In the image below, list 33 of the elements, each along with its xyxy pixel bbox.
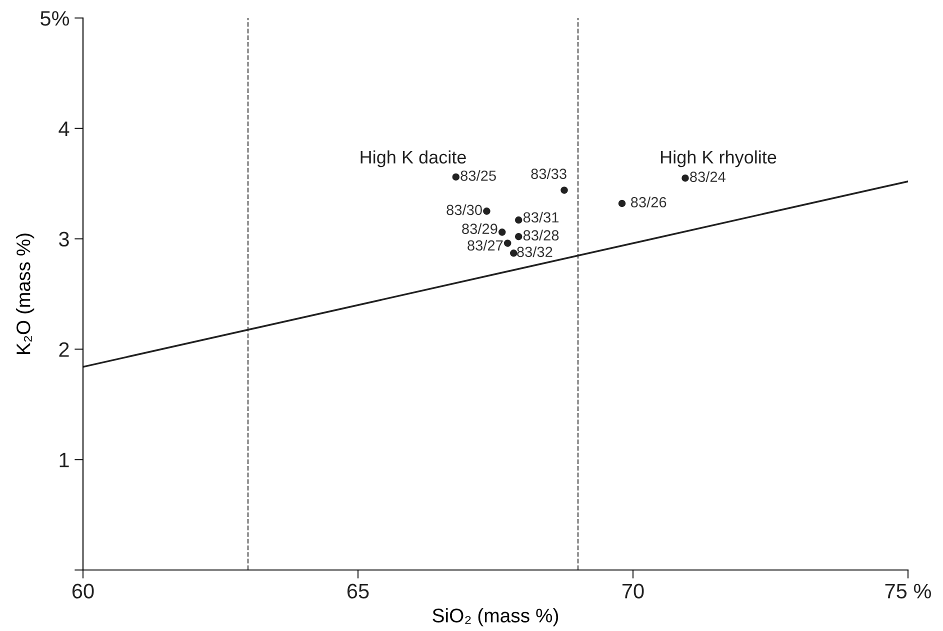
- data-label: 83/33: [531, 168, 566, 180]
- y-tick-label: 2: [59, 342, 69, 357]
- x-tick-label: 75 %: [885, 584, 931, 598]
- x-tick-label: 60: [72, 584, 94, 598]
- point: [618, 200, 626, 208]
- point: [498, 228, 506, 236]
- data-label: 83/24: [690, 171, 726, 182]
- y-tick-label: 5%: [40, 11, 70, 26]
- data-label: 83/30: [446, 204, 482, 216]
- y-axis-title: K₂O (mass %): [16, 234, 34, 354]
- y-tick-label: 4: [58, 122, 70, 136]
- data-label: 83/25: [460, 170, 496, 181]
- point: [560, 186, 568, 194]
- annotation: High K dacite: [360, 150, 466, 168]
- point: [452, 173, 460, 181]
- data-label: 83/27: [468, 240, 503, 251]
- point: [514, 232, 522, 240]
- point: [504, 240, 512, 247]
- data-label: 83/29: [462, 223, 498, 234]
- annotation: High K rhyolite: [661, 150, 776, 168]
- point: [510, 250, 518, 257]
- data-label: 83/28: [523, 230, 559, 241]
- point: [483, 208, 490, 215]
- data-label: 83/32: [517, 246, 552, 258]
- point: [514, 216, 522, 224]
- x-axis-title: SiO₂ (mass %): [432, 608, 558, 626]
- data-label: 83/31: [523, 212, 559, 223]
- x-tick-label: 70: [622, 584, 644, 598]
- y-tick-label: 1: [60, 452, 69, 468]
- y-tick-label: 3: [59, 232, 69, 247]
- point: [682, 174, 689, 182]
- data-label: 83/26: [630, 196, 666, 208]
- x-tick-label: 65: [347, 584, 369, 598]
